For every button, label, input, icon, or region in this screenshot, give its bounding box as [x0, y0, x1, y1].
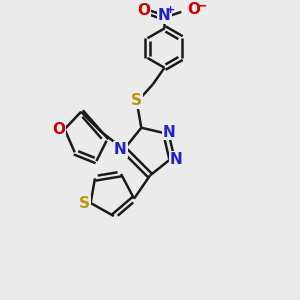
- Text: S: S: [79, 196, 90, 211]
- Text: O: O: [138, 3, 151, 18]
- Text: N: N: [163, 124, 176, 140]
- Text: N: N: [158, 8, 171, 23]
- Text: N: N: [170, 152, 182, 167]
- Text: −: −: [196, 0, 207, 12]
- Text: N: N: [114, 142, 127, 157]
- Text: +: +: [166, 5, 175, 15]
- Text: S: S: [131, 93, 142, 108]
- Text: O: O: [188, 2, 201, 17]
- Text: O: O: [52, 122, 65, 137]
